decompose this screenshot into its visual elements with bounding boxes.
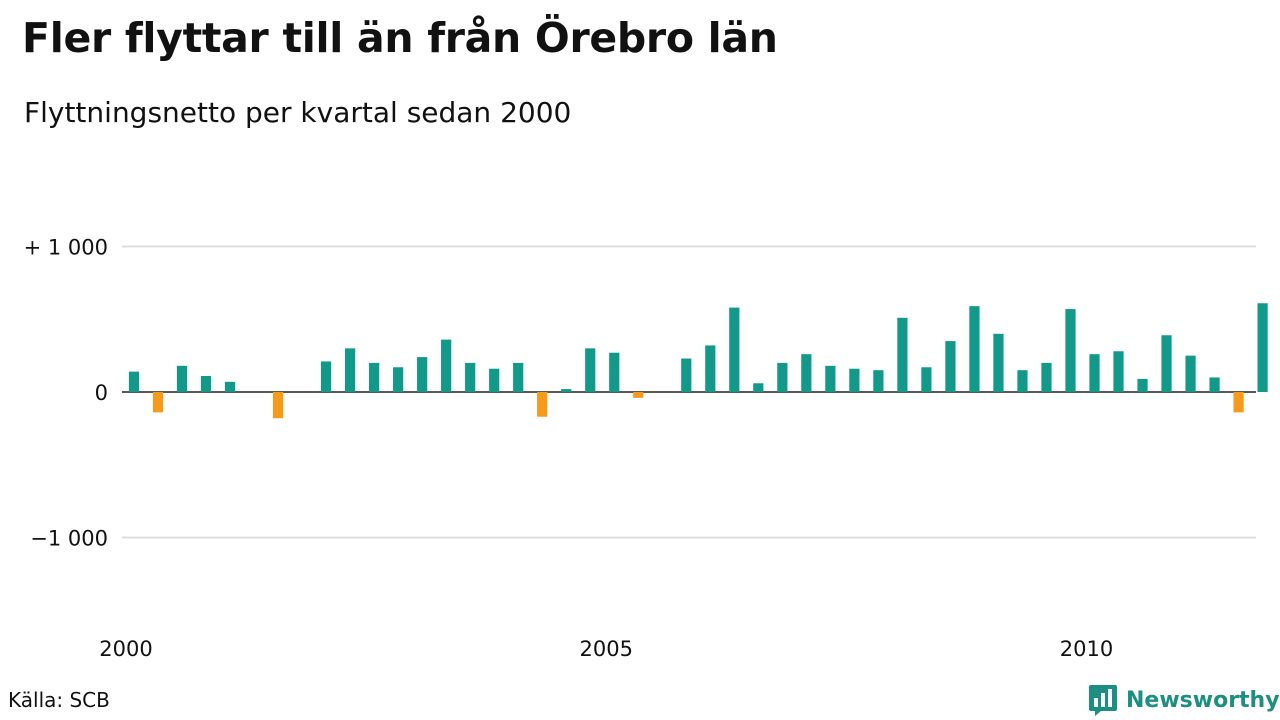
bar: [873, 370, 884, 392]
bar: [633, 392, 644, 398]
bar: [321, 361, 332, 392]
bar: [729, 307, 740, 392]
chart-title: Fler flyttar till än från Örebro län: [22, 14, 778, 62]
x-tick-label: 2000: [99, 637, 152, 661]
bars: [128, 303, 1268, 419]
bar: [345, 348, 356, 392]
bar: [1185, 355, 1196, 393]
bar: [801, 354, 812, 392]
bar: [825, 365, 836, 392]
bar: [921, 367, 932, 392]
bar: [537, 392, 548, 417]
chart-subtitle: Flyttningsnetto per kvartal sedan 2000: [24, 96, 572, 129]
bar-chart-speech-icon: [1089, 685, 1117, 716]
bar: [128, 371, 140, 392]
bar: [441, 339, 452, 392]
bar: [969, 306, 980, 392]
bar: [1233, 392, 1244, 413]
bar: [993, 333, 1004, 392]
bar: [272, 392, 284, 419]
bar: [1161, 335, 1172, 392]
y-tick-label: −1 000: [30, 527, 108, 551]
bar: [1089, 354, 1100, 392]
x-tick-label: 2010: [1060, 637, 1113, 661]
bar: [561, 389, 572, 392]
bar: [465, 362, 476, 392]
bar: [369, 362, 380, 392]
bar: [176, 365, 188, 392]
bar: [1017, 370, 1028, 392]
bar: [393, 367, 404, 392]
bar: [1137, 378, 1148, 392]
bar: [1209, 377, 1220, 392]
bar: [945, 341, 956, 392]
bar: [609, 352, 620, 392]
bar: [513, 362, 524, 392]
bar: [200, 376, 212, 392]
brand-logo[interactable]: Newsworthy: [1088, 683, 1280, 717]
bar: [585, 348, 596, 392]
bar: [1113, 351, 1124, 392]
bar: [1257, 303, 1268, 392]
bar: [152, 392, 164, 413]
source-label: Källa: SCB: [8, 688, 110, 712]
bar: [705, 345, 716, 392]
bar: [224, 381, 236, 392]
bar: [897, 317, 908, 392]
x-tick-label: 2005: [580, 637, 633, 661]
y-tick-label: 0: [95, 381, 108, 405]
y-tick-label: + 1 000: [24, 236, 108, 260]
brand-name: Newsworthy: [1126, 687, 1280, 713]
bar: [1065, 309, 1076, 392]
bar: [753, 383, 764, 392]
bar: [417, 357, 428, 392]
bar: [489, 368, 500, 392]
bar: [1041, 362, 1052, 392]
bar: [777, 362, 788, 392]
bar: [849, 368, 860, 392]
bar: [681, 358, 692, 392]
